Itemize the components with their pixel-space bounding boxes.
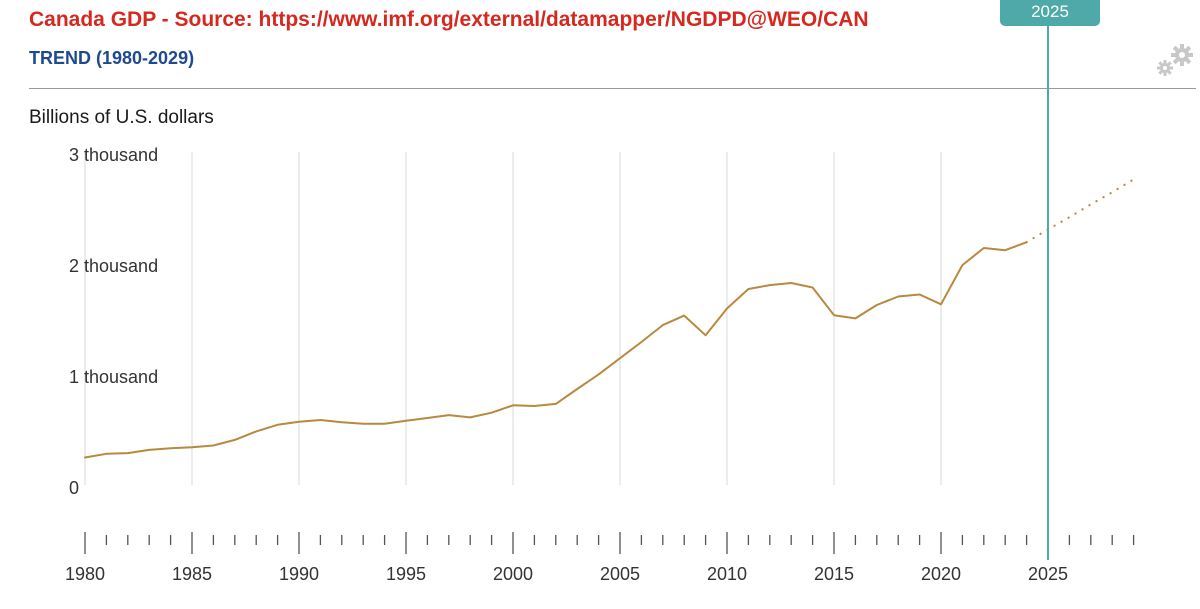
x-tick-label-1985: 1985	[172, 564, 212, 584]
y-tick-label-1000: 1 thousand	[69, 367, 158, 387]
x-tick-label-2005: 2005	[600, 564, 640, 584]
x-tick-label-2025: 2025	[1028, 564, 1068, 584]
y-tick-label-2000: 2 thousand	[69, 256, 158, 276]
gear-icon[interactable]	[1155, 42, 1195, 78]
x-tick-label-2015: 2015	[814, 564, 854, 584]
gdp-actual-line	[84, 241, 1028, 459]
y-tick-label-0: 0	[69, 478, 79, 498]
chart-title: Canada GDP - Source: https://www.imf.org…	[29, 8, 869, 31]
header-divider	[29, 88, 1196, 89]
x-tick-label-1990: 1990	[279, 564, 319, 584]
gdp-projection-line	[1025, 178, 1135, 244]
current-year-marker[interactable]: 2025	[1000, 0, 1100, 26]
x-tick-label-2000: 2000	[493, 564, 533, 584]
chart-subtitle: TREND (1980-2029)	[29, 48, 195, 68]
y-axis-label: Billions of U.S. dollars	[29, 107, 214, 128]
x-tick-label-2020: 2020	[921, 564, 961, 584]
x-tick-label-1980: 1980	[65, 564, 105, 584]
x-tick-label-2010: 2010	[707, 564, 747, 584]
y-tick-label-3000: 3 thousand	[69, 145, 158, 165]
x-tick-label-1995: 1995	[386, 564, 426, 584]
